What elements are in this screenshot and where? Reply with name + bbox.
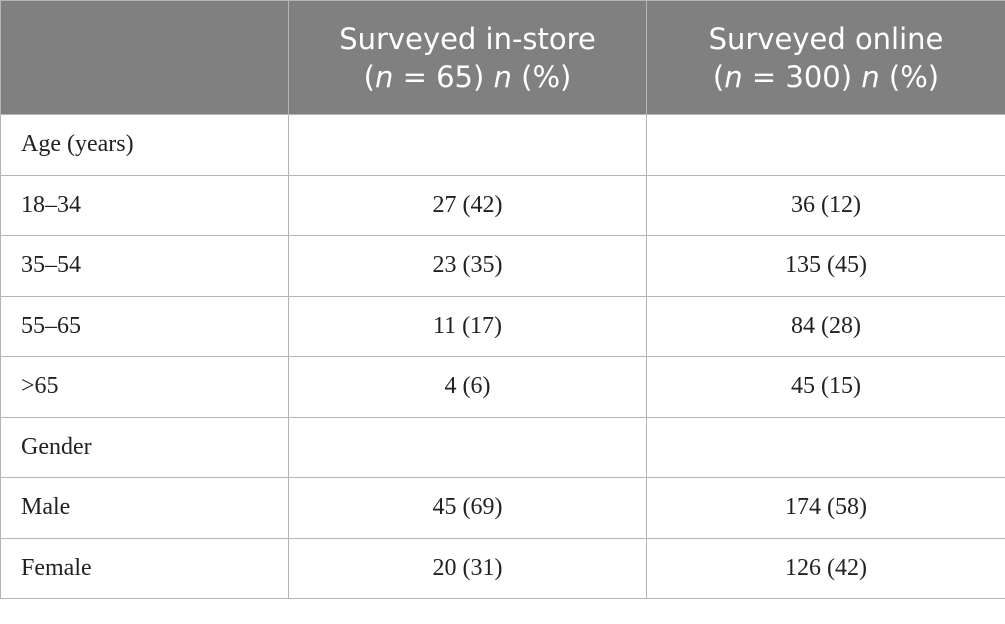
header-title: Surveyed online (708, 21, 944, 56)
table-head: Surveyed in-store (n = 65) n (%) Surveyed … (0, 0, 1005, 115)
header-cell: Surveyed online (n = 300) n (%) (646, 0, 1005, 115)
header-title: Surveyed in-store (339, 21, 596, 56)
empty-cell (646, 416, 1005, 478)
cell-value: 11 (17) (288, 295, 647, 357)
header-subtitle-part: (%) (879, 59, 940, 94)
cell-value: 135 (45) (646, 235, 1005, 297)
table-row: 18–34 27 (42) 36 (12) (0, 174, 1005, 236)
table-row: Male 45 (69) 174 (58) (0, 477, 1005, 539)
empty-cell (288, 416, 647, 478)
cell-value: 84 (28) (646, 295, 1005, 357)
cell-value: 20 (31) (288, 537, 647, 599)
row-label: 35–54 (0, 235, 289, 297)
header-subtitle-part: (%) (511, 59, 572, 94)
header-subtitle-part: n (374, 59, 394, 94)
table-row: >65 4 (6) 45 (15) (0, 356, 1005, 418)
cell-value: 27 (42) (288, 174, 647, 236)
header-subtitle-part: n (493, 59, 512, 94)
table-row: 35–54 23 (35) 135 (45) (0, 235, 1005, 297)
header-subtitle-part: n (724, 59, 743, 94)
data-table: Surveyed in-store (n = 65) n (%) Surveyed … (0, 0, 1005, 599)
table-row: Female 20 (31) 126 (42) (0, 537, 1005, 599)
header-subtitle-part: n (861, 59, 880, 94)
cell-value: 45 (15) (646, 356, 1005, 418)
empty-cell (288, 114, 647, 176)
header-cell (0, 0, 289, 115)
table-row: Age (years) (0, 114, 1005, 176)
cell-value: 126 (42) (646, 537, 1005, 599)
cell-value: 45 (69) (288, 477, 647, 539)
table-row: Gender (0, 416, 1005, 478)
cell-value: 174 (58) (646, 477, 1005, 539)
header-subtitle-part: = 300) (742, 59, 862, 94)
row-label: Female (0, 537, 289, 599)
table-body: Age (years) 18–34 27 (42) 36 (12) 35–54 23 (3… (0, 114, 1005, 599)
header-subtitle-part: ( (363, 59, 375, 94)
row-label: Gender (0, 416, 289, 478)
row-label: 55–65 (0, 295, 289, 357)
header-subtitle: (n = 65) n (%) (289, 58, 646, 96)
empty-cell (646, 114, 1005, 176)
cell-value: 4 (6) (288, 356, 647, 418)
row-label: Age (years) (0, 114, 289, 176)
table-row: 55–65 11 (17) 84 (28) (0, 295, 1005, 357)
cell-value: 36 (12) (646, 174, 1005, 236)
header-subtitle-part: = 65) (393, 59, 494, 94)
header-cell: Surveyed in-store (n = 65) n (%) (288, 0, 647, 115)
header-row: Surveyed in-store (n = 65) n (%) Surveyed … (0, 0, 1005, 115)
header-subtitle: (n = 300) n (%) (647, 58, 1005, 96)
row-label: 18–34 (0, 174, 289, 236)
cell-value: 23 (35) (288, 235, 647, 297)
row-label: >65 (0, 356, 289, 418)
header-subtitle-part: ( (712, 59, 725, 94)
row-label: Male (0, 477, 289, 539)
